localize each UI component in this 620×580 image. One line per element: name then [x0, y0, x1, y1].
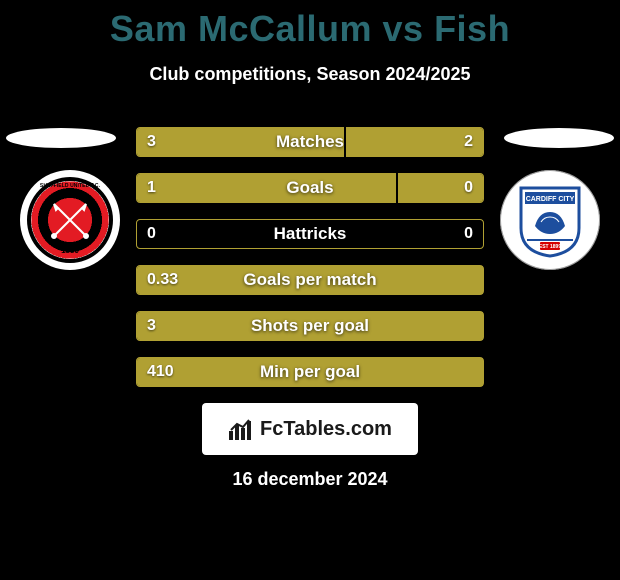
- branding-badge: FcTables.com: [202, 403, 418, 455]
- stat-label: Goals: [137, 174, 483, 202]
- stat-label: Shots per goal: [137, 312, 483, 340]
- stat-label: Matches: [137, 128, 483, 156]
- vs-text: vs: [383, 8, 424, 49]
- stat-label: Min per goal: [137, 358, 483, 386]
- crest-left-topline: SHEFFIELD UNITED F.C.: [31, 183, 109, 189]
- player2-name: Fish: [434, 8, 510, 49]
- stats-area: 32Matches 10Goals 00Hattricks 0.33Goals per…: [136, 127, 484, 387]
- stat-row: 32Matches: [136, 127, 484, 157]
- stat-row: 00Hattricks: [136, 219, 484, 249]
- stat-row: 0.33Goals per match: [136, 265, 484, 295]
- svg-text:EST 1899: EST 1899: [539, 244, 561, 250]
- decor-ellipse-left: [6, 128, 116, 148]
- team-crest-right: CARDIFF CITY EST 1899: [500, 170, 600, 270]
- stat-row: 10Goals: [136, 173, 484, 203]
- crest-left-year: 1889: [31, 246, 109, 255]
- fctables-chart-icon: [228, 417, 254, 441]
- stat-label: Hattricks: [137, 220, 483, 248]
- player1-name: Sam McCallum: [110, 8, 372, 49]
- svg-text:CARDIFF CITY: CARDIFF CITY: [526, 196, 575, 203]
- decor-ellipse-right: [504, 128, 614, 148]
- stat-row: 410Min per goal: [136, 357, 484, 387]
- crossed-swords-icon: [48, 198, 92, 242]
- date-line: 16 december 2024: [0, 469, 620, 490]
- branding-text: FcTables.com: [260, 418, 392, 441]
- page-title: Sam McCallum vs Fish: [0, 0, 620, 50]
- stat-row: 3Shots per goal: [136, 311, 484, 341]
- stat-label: Goals per match: [137, 266, 483, 294]
- subtitle: Club competitions, Season 2024/2025: [0, 64, 620, 85]
- team-crest-left: SHEFFIELD UNITED F.C. 1889: [20, 170, 120, 270]
- cardiff-shield-icon: CARDIFF CITY EST 1899: [517, 182, 583, 258]
